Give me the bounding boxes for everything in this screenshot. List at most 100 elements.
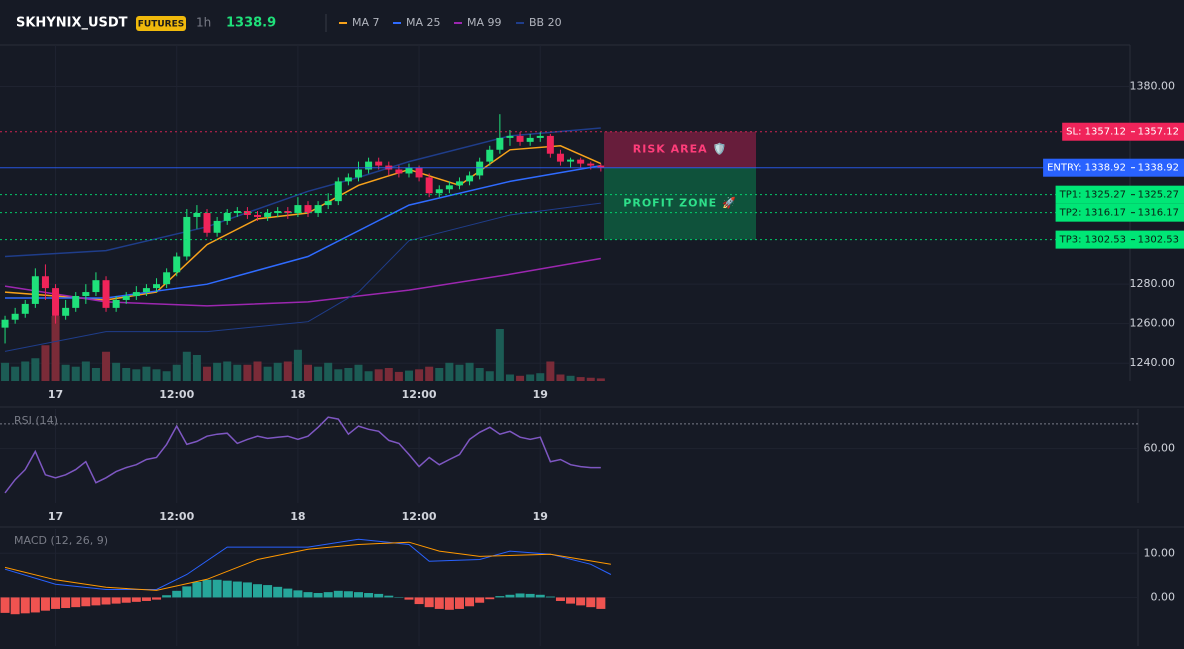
candle-body bbox=[92, 280, 100, 293]
histogram-bar bbox=[121, 597, 131, 603]
candle-body bbox=[213, 220, 221, 233]
volume-bar bbox=[303, 364, 312, 381]
histogram-bar bbox=[152, 597, 162, 600]
volume-bar bbox=[344, 368, 353, 381]
x-tick-label: 18 bbox=[290, 388, 305, 401]
overlay-line bbox=[4, 202, 601, 352]
y-tick-label: 0.00 bbox=[1151, 590, 1176, 603]
candle-body bbox=[264, 213, 272, 217]
zone bbox=[604, 131, 756, 168]
candle-body bbox=[496, 137, 504, 150]
candle-body bbox=[344, 177, 352, 182]
volume-bar bbox=[41, 345, 50, 381]
histogram-bar bbox=[495, 596, 505, 598]
histogram-bar bbox=[313, 593, 323, 598]
histogram-bar bbox=[162, 595, 172, 598]
candle-body bbox=[536, 135, 544, 138]
volume-bar bbox=[243, 364, 252, 381]
candle-body bbox=[415, 167, 423, 178]
volume-bar bbox=[172, 364, 181, 381]
volume-bar bbox=[495, 329, 504, 381]
volume-bar bbox=[374, 369, 383, 381]
candle-body bbox=[334, 181, 342, 202]
candle-body bbox=[72, 296, 80, 308]
volume-bar bbox=[536, 373, 545, 381]
histogram-bar bbox=[71, 597, 81, 608]
volume-bar bbox=[223, 361, 232, 381]
volume-bar bbox=[516, 375, 525, 381]
volume-bar bbox=[122, 368, 131, 381]
x-tick-label: 12:00 bbox=[159, 388, 194, 401]
x-tick-label: 12:00 bbox=[402, 388, 437, 401]
volume-bar bbox=[556, 374, 565, 381]
histogram-bar bbox=[172, 590, 182, 598]
volume-bar bbox=[162, 371, 171, 381]
candle-body bbox=[112, 299, 120, 308]
histogram-bar bbox=[323, 592, 333, 598]
candle-body bbox=[233, 211, 241, 213]
volume-bar bbox=[71, 366, 80, 381]
volume-bar bbox=[91, 368, 100, 381]
candle-body bbox=[435, 189, 443, 194]
histogram-bar bbox=[303, 592, 313, 598]
level-label-bg bbox=[1043, 158, 1184, 177]
x-tick-label: 17 bbox=[48, 510, 63, 523]
volume-bar bbox=[354, 364, 363, 381]
volume-bar bbox=[404, 370, 413, 381]
histogram-bar bbox=[30, 597, 40, 613]
histogram-bar bbox=[414, 597, 424, 605]
level-label-bg bbox=[1055, 185, 1184, 204]
y-tick-label: 1260.00 bbox=[1130, 317, 1176, 330]
y-tick-label: 1380.00 bbox=[1130, 80, 1176, 93]
level-label: TP2: 1316.17 bbox=[1059, 208, 1126, 219]
level-label: ENTRY: 1338.92 bbox=[1047, 163, 1126, 174]
volume-bar bbox=[1, 362, 10, 381]
x-tick-label: 19 bbox=[533, 388, 548, 401]
y-tick-label: 1280.00 bbox=[1130, 277, 1176, 290]
volume-bar bbox=[526, 374, 535, 381]
histogram-bar bbox=[81, 597, 91, 607]
macd-line bbox=[4, 538, 612, 590]
histogram-bar bbox=[192, 581, 202, 598]
volume-bar bbox=[31, 358, 40, 381]
candle-body bbox=[486, 149, 494, 162]
histogram-bar bbox=[20, 597, 30, 614]
candle-body bbox=[304, 205, 312, 213]
candle-body bbox=[445, 185, 453, 190]
histogram-bar bbox=[212, 579, 222, 598]
volume-bar bbox=[61, 364, 70, 381]
candle-body bbox=[254, 214, 262, 217]
zone bbox=[604, 167, 756, 240]
volume-bar bbox=[384, 368, 393, 381]
histogram-bar bbox=[343, 591, 353, 598]
histogram-bar bbox=[242, 582, 252, 598]
candle-body bbox=[526, 137, 534, 142]
last-price: 1338.9 bbox=[226, 16, 276, 31]
candle-body bbox=[294, 205, 302, 213]
candle-body bbox=[587, 163, 595, 166]
volume-bar bbox=[102, 351, 111, 381]
histogram-bar bbox=[232, 581, 242, 598]
candle-body bbox=[41, 276, 49, 289]
zone-label: PROFIT ZONE 🚀 bbox=[623, 197, 736, 210]
candle-body bbox=[567, 159, 575, 162]
histogram-bar bbox=[465, 597, 475, 607]
volume-bar bbox=[11, 366, 20, 381]
y-tick-label: 1240.00 bbox=[1130, 356, 1176, 369]
histogram-bar bbox=[374, 593, 384, 598]
histogram-bar bbox=[424, 597, 434, 608]
volume-bar bbox=[263, 366, 272, 381]
level-price: 1302.53 bbox=[1138, 235, 1179, 246]
volume-bar bbox=[152, 369, 161, 381]
level-label: TP3: 1302.53 bbox=[1059, 235, 1126, 246]
interval: 1h bbox=[196, 16, 211, 30]
candle-body bbox=[82, 292, 90, 297]
histogram-bar bbox=[91, 597, 101, 606]
candle-body bbox=[597, 165, 605, 168]
candle-body bbox=[466, 175, 474, 182]
badge-bg bbox=[136, 16, 186, 31]
x-tick-label: 12:00 bbox=[159, 510, 194, 523]
pane-title: MACD (12, 26, 9) bbox=[14, 534, 108, 547]
volume-bar bbox=[546, 361, 555, 381]
volume-bar bbox=[314, 366, 323, 381]
